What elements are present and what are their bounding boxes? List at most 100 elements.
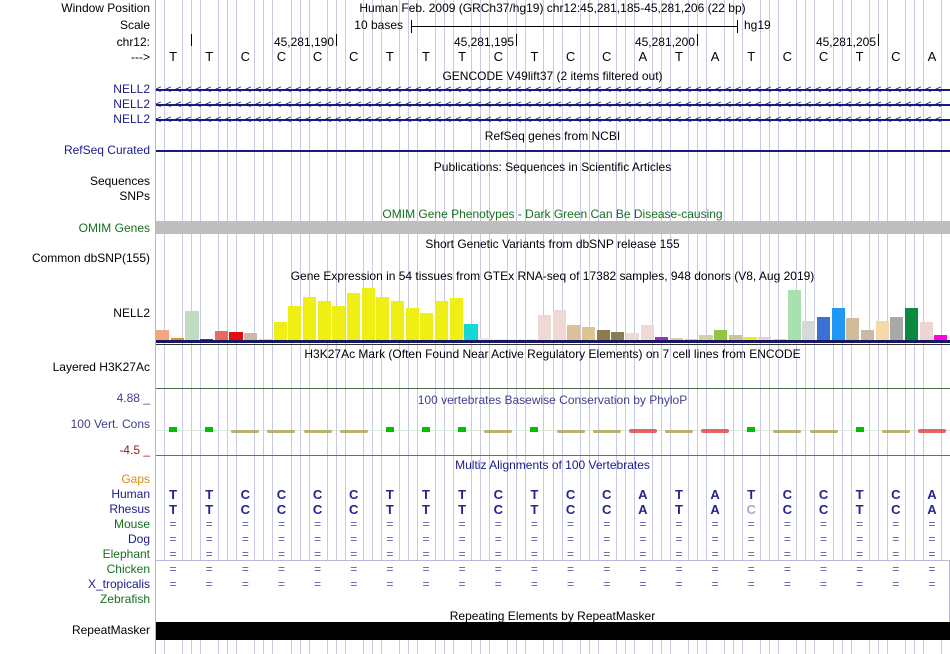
gencode-intron-line[interactable]	[155, 89, 950, 91]
publications-center-title[interactable]: Publications: Sequences in Scientific Ar…	[433, 160, 672, 174]
gtex-bar[interactable]	[640, 325, 654, 340]
gtex-bar[interactable]	[170, 338, 184, 340]
gencode-label-3[interactable]: NELL2	[113, 112, 150, 126]
gtex-bar[interactable]	[787, 290, 801, 340]
gtex-bar[interactable]	[479, 338, 493, 340]
gtex-bar[interactable]	[758, 337, 772, 340]
phylop-label[interactable]: 100 Vert. Cons	[70, 417, 150, 431]
gtex-bar[interactable]	[816, 317, 830, 340]
publications-snps-label[interactable]: SNPs	[119, 189, 150, 203]
gtex-bar[interactable]	[302, 297, 317, 340]
gtex-bar[interactable]	[611, 332, 625, 340]
gtex-bar[interactable]	[596, 330, 610, 340]
dbsnp-center-title[interactable]: Short Genetic Variants from dbSNP releas…	[425, 237, 680, 251]
gtex-bar[interactable]	[200, 339, 214, 340]
multiz-species-label[interactable]: Chicken	[106, 562, 150, 576]
gtex-bar[interactable]	[670, 338, 684, 340]
gtex-bar[interactable]	[420, 313, 434, 340]
gtex-bar[interactable]	[934, 335, 948, 340]
strand-arrow-icon: <	[405, 115, 412, 126]
strand-arrow-icon: <	[585, 100, 592, 111]
h3k27ac-label[interactable]: Layered H3K27Ac	[52, 360, 150, 374]
gencode-center-title[interactable]: GENCODE V49lift37 (2 items filtered out)	[442, 69, 663, 83]
gtex-bar[interactable]	[229, 332, 243, 340]
gtex-bar[interactable]	[846, 318, 860, 340]
gtex-bar[interactable]	[273, 322, 287, 340]
strand-arrow-icon: <	[475, 115, 482, 126]
gtex-bar[interactable]	[435, 301, 449, 340]
gtex-bar[interactable]	[875, 321, 889, 340]
multiz-species-label[interactable]: Zebrafish	[99, 592, 150, 606]
multiz-gap: =	[314, 562, 322, 576]
multiz-species-label[interactable]: X_tropicalis	[87, 577, 150, 591]
gtex-bar[interactable]	[156, 330, 170, 340]
gtex-bar[interactable]	[332, 306, 346, 340]
multiz-species-label[interactable]: Human	[111, 487, 150, 501]
gtex-label[interactable]: NELL2	[113, 306, 150, 320]
omim-gene-band[interactable]	[155, 221, 950, 234]
gencode-intron-line[interactable]	[155, 119, 950, 121]
gtex-bar[interactable]	[625, 333, 640, 340]
refseq-feature-line[interactable]	[155, 150, 950, 152]
gtex-bar[interactable]	[391, 301, 405, 340]
gtex-bar[interactable]	[919, 322, 933, 340]
gtex-bar[interactable]	[508, 339, 522, 340]
gtex-bar[interactable]	[185, 311, 199, 340]
gtex-bar[interactable]	[831, 308, 845, 340]
gtex-bar[interactable]	[288, 306, 302, 340]
gencode-intron-line[interactable]	[155, 104, 950, 106]
multiz-species-label[interactable]: Mouse	[113, 517, 150, 531]
multiz-species-label[interactable]: Dog	[127, 532, 150, 546]
gtex-bar[interactable]	[493, 339, 507, 340]
gtex-bar[interactable]	[699, 335, 713, 340]
repeatmasker-label[interactable]: RepeatMasker	[71, 623, 150, 637]
repeatmasker-center-title[interactable]: Repeating Elements by RepeatMasker	[449, 609, 656, 623]
refseq-center-title[interactable]: RefSeq genes from NCBI	[484, 129, 621, 143]
gtex-bar[interactable]	[405, 308, 419, 340]
phylop-conservation-plot[interactable]	[155, 405, 950, 455]
gtex-bar[interactable]	[904, 308, 919, 340]
gtex-bar[interactable]	[802, 321, 816, 340]
gtex-bar-chart[interactable]	[155, 280, 950, 623]
multiz-species-label[interactable]: Elephant	[102, 547, 150, 561]
multiz-gap: =	[530, 562, 538, 576]
gtex-bar[interactable]	[346, 293, 361, 340]
gtex-bar[interactable]	[244, 333, 258, 340]
gtex-bar[interactable]	[258, 339, 272, 340]
gtex-bar[interactable]	[860, 330, 875, 340]
multiz-base: T	[385, 502, 394, 517]
strand-arrow-icon: <	[885, 100, 892, 111]
gtex-bar[interactable]	[890, 317, 904, 340]
gtex-bar[interactable]	[537, 315, 551, 340]
gtex-bar[interactable]	[214, 331, 228, 340]
multiz-center-title[interactable]: Multiz Alignments of 100 Vertebrates	[455, 458, 650, 472]
refseq-label[interactable]: RefSeq Curated	[63, 143, 150, 157]
gtex-center-title[interactable]: Gene Expression in 54 tissues from GTEx …	[290, 269, 815, 283]
gtex-bar[interactable]	[464, 324, 478, 340]
gtex-bar[interactable]	[376, 297, 390, 340]
gtex-bar[interactable]	[714, 330, 728, 340]
gtex-bar[interactable]	[317, 301, 331, 340]
gtex-bar[interactable]	[743, 337, 757, 340]
publications-sequences-label[interactable]: Sequences	[89, 174, 150, 188]
dbsnp-label[interactable]: Common dbSNP(155)	[31, 251, 150, 265]
gtex-bar[interactable]	[728, 335, 742, 340]
omim-label[interactable]: OMIM Genes	[78, 221, 150, 235]
gtex-bar[interactable]	[772, 339, 786, 340]
repeatmasker-band[interactable]	[155, 622, 950, 640]
gtex-bar[interactable]	[684, 339, 698, 340]
gtex-bar[interactable]	[361, 288, 375, 340]
gtex-bar[interactable]	[552, 310, 566, 340]
multiz-species-label[interactable]: Rhesus	[109, 502, 150, 516]
gtex-bar[interactable]	[449, 298, 463, 340]
gtex-bar[interactable]	[655, 337, 669, 340]
gencode-label-2[interactable]: NELL2	[113, 97, 150, 111]
gtex-bar[interactable]	[523, 339, 537, 340]
multiz-species-label[interactable]: Gaps	[121, 472, 150, 486]
omim-center-title[interactable]: OMIM Gene Phenotypes - Dark Green Can Be…	[382, 207, 723, 221]
gtex-bar[interactable]	[567, 325, 581, 340]
phylop-center-title[interactable]: 100 vertebrates Basewise Conservation by…	[417, 393, 688, 407]
gtex-bar[interactable]	[581, 327, 596, 340]
gencode-label-1[interactable]: NELL2	[113, 82, 150, 96]
h3k27ac-center-title[interactable]: H3K27Ac Mark (Often Found Near Active Re…	[304, 347, 801, 361]
